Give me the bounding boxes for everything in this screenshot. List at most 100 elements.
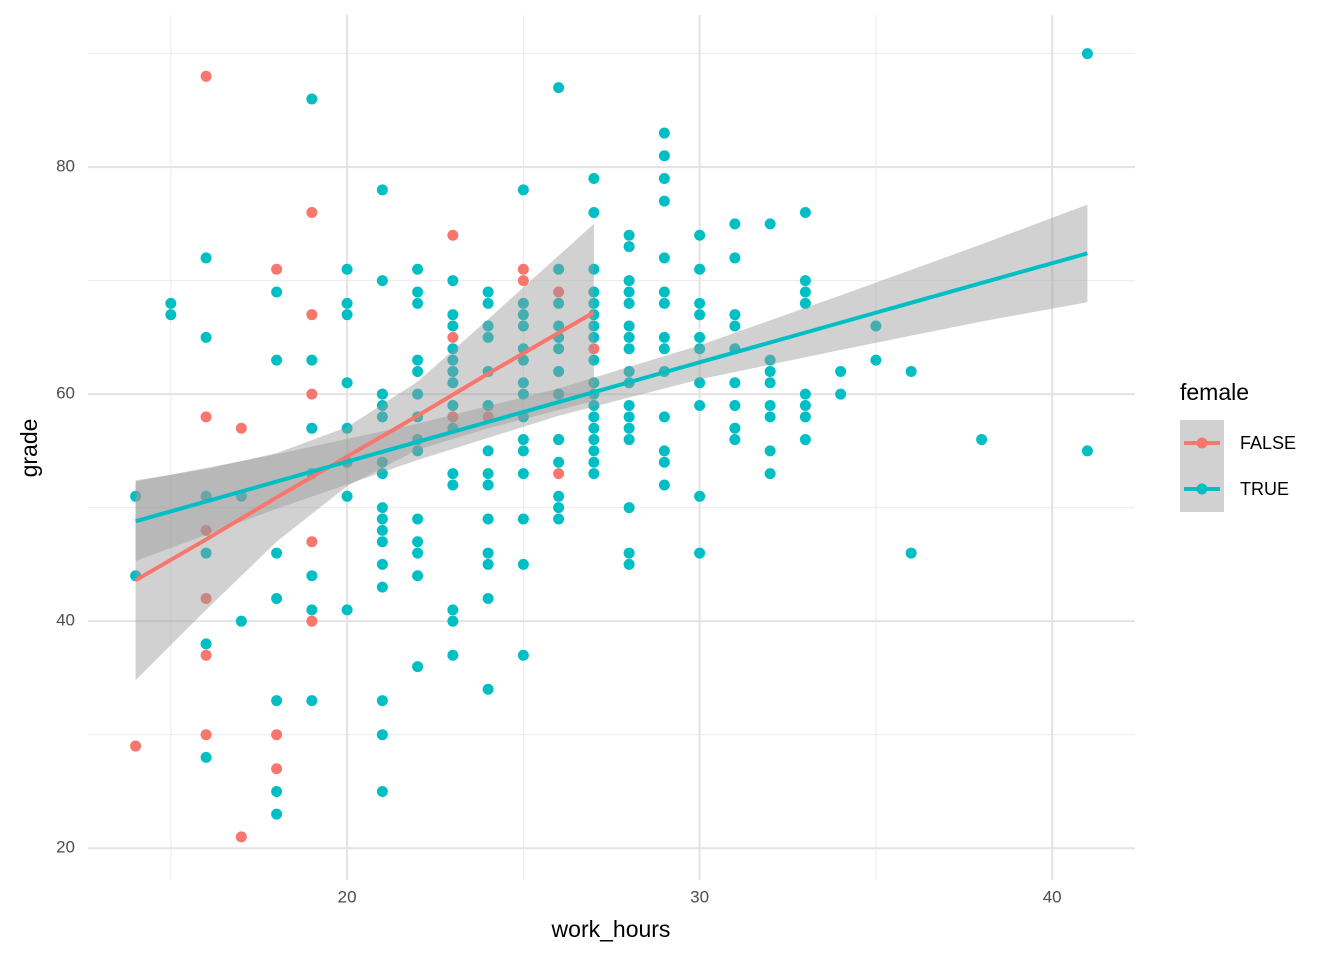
point	[200, 751, 212, 763]
point	[412, 388, 424, 400]
point	[376, 388, 388, 400]
point	[764, 354, 776, 366]
point	[553, 490, 565, 502]
point	[271, 729, 283, 741]
point	[306, 388, 318, 400]
point	[623, 343, 635, 355]
point	[799, 275, 811, 287]
point	[130, 740, 142, 752]
point	[376, 275, 388, 287]
point	[200, 547, 212, 559]
point	[447, 229, 459, 241]
point	[130, 490, 142, 502]
point	[517, 388, 529, 400]
point	[376, 468, 388, 480]
point	[658, 172, 670, 184]
point	[553, 456, 565, 468]
point	[623, 297, 635, 309]
point	[412, 365, 424, 377]
point	[447, 411, 459, 423]
point	[799, 207, 811, 219]
point	[658, 479, 670, 491]
point	[271, 263, 283, 275]
legend-title: female	[1180, 379, 1249, 405]
point	[376, 411, 388, 423]
point	[764, 468, 776, 480]
point	[200, 411, 212, 423]
point	[517, 434, 529, 446]
point	[412, 536, 424, 548]
point	[553, 297, 565, 309]
point	[235, 615, 247, 627]
point	[306, 354, 318, 366]
point	[482, 479, 494, 491]
point	[729, 434, 741, 446]
point	[447, 479, 459, 491]
point	[447, 399, 459, 411]
point	[799, 434, 811, 446]
confidence-band	[135, 223, 594, 681]
point	[623, 320, 635, 332]
point	[729, 252, 741, 264]
point	[447, 365, 459, 377]
point	[376, 524, 388, 536]
point	[306, 604, 318, 616]
y-tick-label: 80	[56, 157, 75, 176]
point	[694, 331, 706, 343]
point	[553, 365, 565, 377]
point	[764, 377, 776, 389]
point	[694, 297, 706, 309]
point	[165, 309, 177, 321]
point	[341, 377, 353, 389]
point	[553, 286, 565, 298]
point	[588, 343, 600, 355]
point	[588, 263, 600, 275]
point	[729, 218, 741, 230]
point	[482, 468, 494, 480]
point	[412, 286, 424, 298]
point	[588, 172, 600, 184]
point	[271, 547, 283, 559]
point	[588, 286, 600, 298]
y-tick-label: 60	[56, 384, 75, 403]
point	[694, 343, 706, 355]
point	[870, 320, 882, 332]
point	[482, 683, 494, 695]
point	[764, 399, 776, 411]
fit-line	[134, 310, 595, 583]
point	[447, 649, 459, 661]
point	[658, 411, 670, 423]
legend-label: TRUE	[1240, 479, 1289, 499]
point	[588, 207, 600, 219]
point	[200, 524, 212, 536]
grid	[88, 15, 1135, 880]
point	[799, 388, 811, 400]
point	[412, 263, 424, 275]
point	[517, 263, 529, 275]
point	[517, 297, 529, 309]
point	[482, 513, 494, 525]
point	[658, 286, 670, 298]
confidence-band	[135, 204, 1088, 562]
point	[658, 252, 670, 264]
point	[482, 331, 494, 343]
point	[376, 581, 388, 593]
point	[1081, 445, 1093, 457]
point	[694, 547, 706, 559]
point	[799, 411, 811, 423]
point	[658, 297, 670, 309]
point	[623, 331, 635, 343]
point	[306, 695, 318, 707]
point	[588, 411, 600, 423]
point	[694, 229, 706, 241]
point	[341, 309, 353, 321]
point	[588, 434, 600, 446]
point	[376, 513, 388, 525]
point	[553, 82, 565, 94]
point	[341, 490, 353, 502]
point	[447, 468, 459, 480]
point	[200, 252, 212, 264]
point	[447, 354, 459, 366]
point	[588, 354, 600, 366]
